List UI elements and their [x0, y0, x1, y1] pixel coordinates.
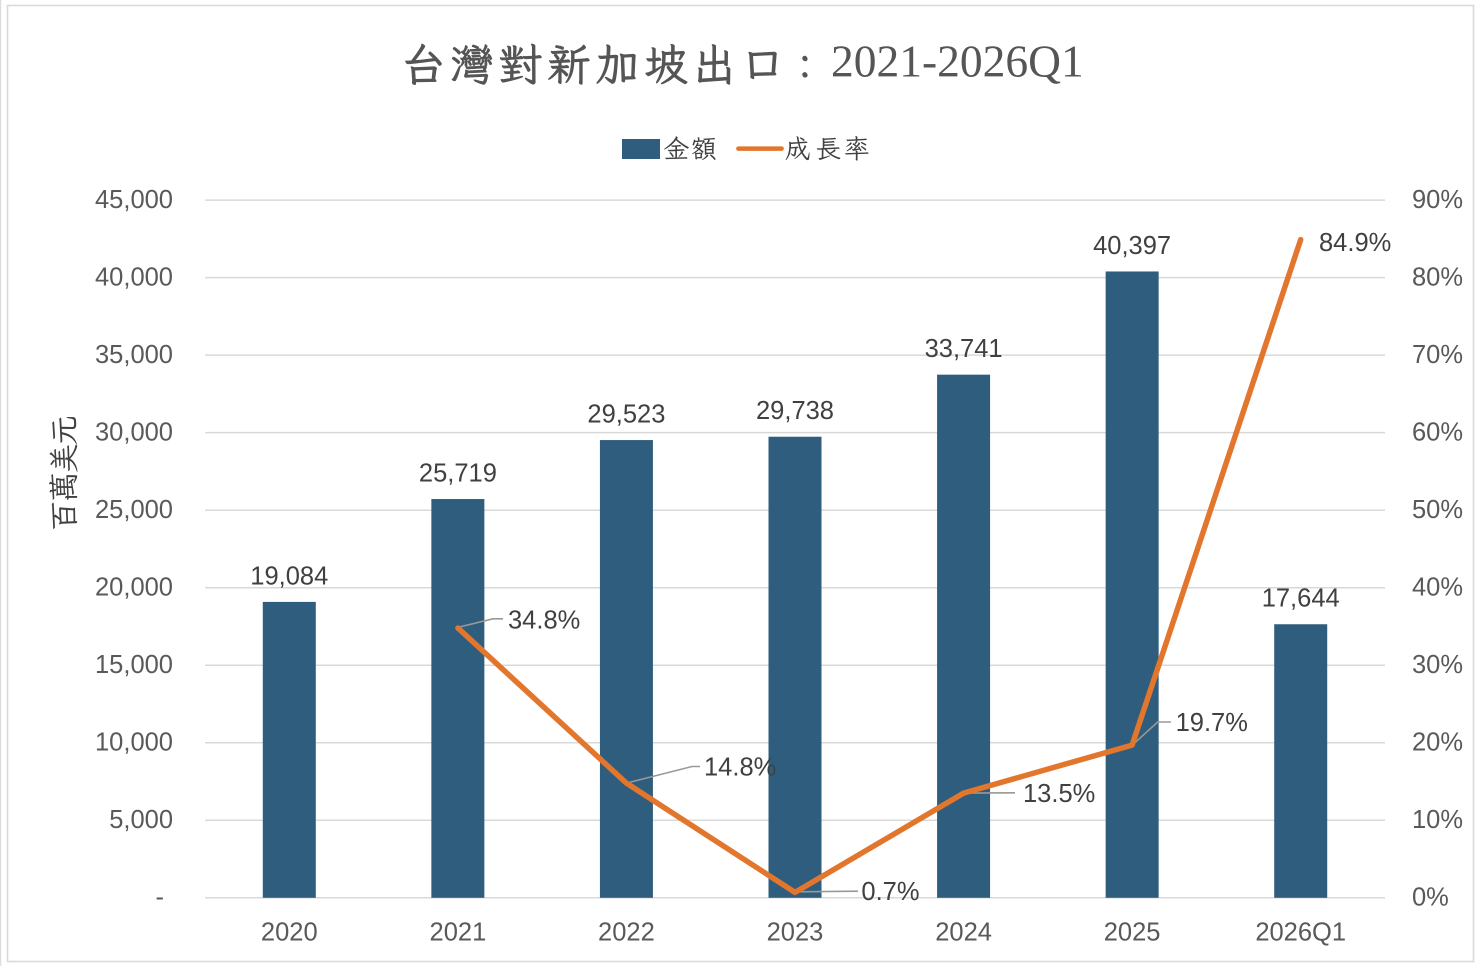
svg-text:50%: 50%: [1412, 496, 1463, 524]
svg-text:29,738: 29,738: [756, 397, 834, 425]
svg-text:40,000: 40,000: [95, 263, 173, 291]
svg-text:2022: 2022: [598, 919, 655, 947]
svg-text:5,000: 5,000: [109, 806, 173, 834]
svg-text:30%: 30%: [1412, 651, 1463, 679]
svg-text:33,741: 33,741: [925, 335, 1003, 363]
svg-text:34.8%: 34.8%: [508, 606, 580, 634]
svg-text:45,000: 45,000: [95, 186, 173, 214]
svg-text:19,084: 19,084: [250, 562, 328, 590]
svg-text:15,000: 15,000: [95, 651, 173, 679]
svg-text:13.5%: 13.5%: [1023, 780, 1095, 808]
svg-text:2021: 2021: [430, 919, 487, 947]
svg-text:17,644: 17,644: [1262, 585, 1340, 613]
svg-text:30,000: 30,000: [95, 418, 173, 446]
svg-text:80%: 80%: [1412, 263, 1463, 291]
svg-text:2020: 2020: [261, 919, 318, 947]
svg-text:2023: 2023: [767, 919, 824, 947]
svg-text:2026Q1: 2026Q1: [1255, 919, 1346, 947]
svg-text:40%: 40%: [1412, 573, 1463, 601]
svg-text:40,397: 40,397: [1093, 232, 1171, 260]
svg-text:2021-2026Q1: 2021-2026Q1: [831, 36, 1084, 87]
svg-text:20%: 20%: [1412, 729, 1463, 757]
svg-text:20,000: 20,000: [95, 573, 173, 601]
svg-text:90%: 90%: [1412, 186, 1463, 214]
svg-text:25,719: 25,719: [419, 460, 497, 488]
svg-text:29,523: 29,523: [587, 401, 665, 429]
svg-text:10%: 10%: [1412, 806, 1463, 834]
svg-text:84.9%: 84.9%: [1319, 229, 1391, 257]
svg-text:19.7%: 19.7%: [1176, 709, 1248, 737]
svg-text:60%: 60%: [1412, 418, 1463, 446]
svg-text:2025: 2025: [1104, 919, 1161, 947]
svg-text:14.8%: 14.8%: [704, 754, 776, 782]
svg-text:0%: 0%: [1412, 884, 1449, 912]
svg-text:2024: 2024: [935, 919, 992, 947]
svg-text:10,000: 10,000: [95, 729, 173, 757]
svg-text:25,000: 25,000: [95, 496, 173, 524]
svg-text:35,000: 35,000: [95, 341, 173, 369]
svg-text:-: -: [156, 884, 165, 912]
svg-text:0.7%: 0.7%: [861, 878, 919, 906]
svg-text:70%: 70%: [1412, 341, 1463, 369]
